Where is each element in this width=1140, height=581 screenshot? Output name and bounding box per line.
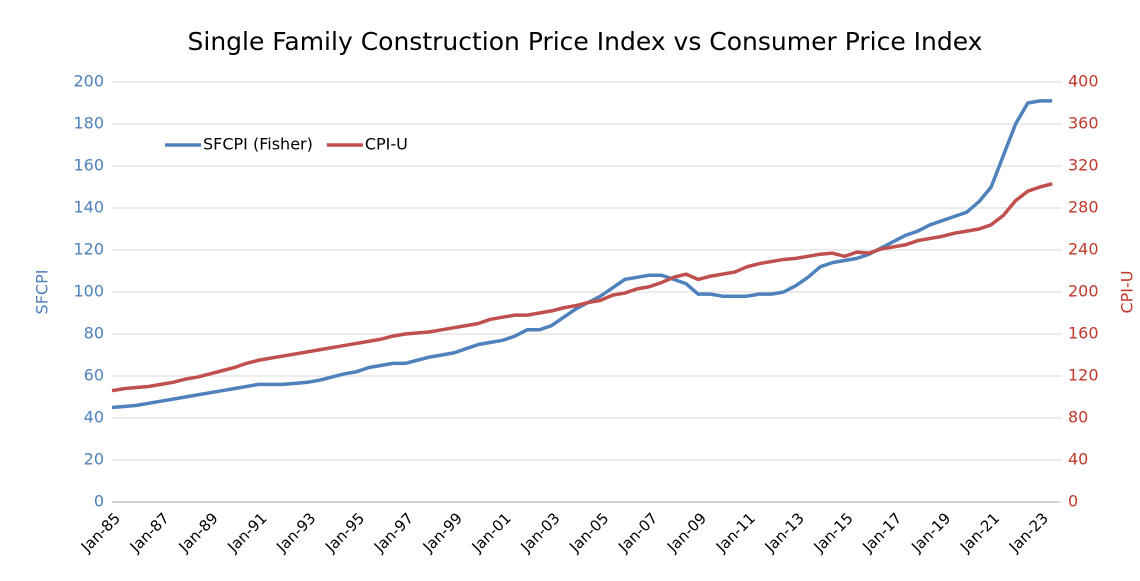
y2-tick-label: 160 bbox=[1068, 324, 1099, 343]
x-tick-label: Jan-93 bbox=[272, 509, 319, 556]
y-tick-label: 180 bbox=[73, 114, 104, 133]
x-tick-label: Jan-91 bbox=[223, 509, 270, 556]
y2-axis-label: CPI-U bbox=[1118, 270, 1137, 313]
y-tick-label: 0 bbox=[94, 492, 104, 511]
x-tick-label: Jan-21 bbox=[956, 509, 1003, 556]
y2-tick-label: 0 bbox=[1068, 492, 1078, 511]
chart-title: Single Family Construction Price Index v… bbox=[188, 27, 983, 56]
x-tick-label: Jan-17 bbox=[858, 509, 905, 556]
x-tick-label: Jan-99 bbox=[419, 509, 466, 556]
x-tick-label: Jan-19 bbox=[907, 509, 954, 556]
x-tick-label: Jan-85 bbox=[77, 509, 124, 556]
y2-tick-label: 280 bbox=[1068, 198, 1099, 217]
y-axis-label: SFCPI bbox=[33, 270, 52, 315]
x-tick-label: Jan-87 bbox=[126, 509, 173, 556]
y-tick-label: 120 bbox=[73, 240, 104, 259]
x-tick-label: Jan-15 bbox=[810, 509, 857, 556]
y-tick-label: 140 bbox=[73, 198, 104, 217]
legend-label: CPI-U bbox=[365, 135, 408, 154]
x-tick-label: Jan-11 bbox=[712, 509, 759, 556]
x-tick-label: Jan-05 bbox=[565, 509, 612, 556]
x-tick-label: Jan-03 bbox=[516, 509, 563, 556]
y2-tick-label: 120 bbox=[1068, 366, 1099, 385]
x-tick-label: Jan-09 bbox=[663, 509, 710, 556]
y-tick-label: 40 bbox=[84, 408, 104, 427]
legend-label: SFCPI (Fisher) bbox=[203, 135, 313, 154]
y-tick-label: 20 bbox=[84, 450, 104, 469]
y-tick-label: 80 bbox=[84, 324, 104, 343]
y-tick-label: 60 bbox=[84, 366, 104, 385]
y2-tick-label: 200 bbox=[1068, 282, 1099, 301]
y2-tick-label: 80 bbox=[1068, 408, 1088, 427]
x-tick-label: Jan-89 bbox=[175, 509, 222, 556]
y-tick-label: 160 bbox=[73, 156, 104, 175]
y2-tick-label: 400 bbox=[1068, 72, 1099, 91]
y2-tick-label: 40 bbox=[1068, 450, 1088, 469]
y-tick-label: 200 bbox=[73, 72, 104, 91]
y2-tick-label: 360 bbox=[1068, 114, 1099, 133]
series-line bbox=[111, 182, 1053, 393]
x-tick-label: Jan-95 bbox=[321, 509, 368, 556]
x-tick-label: Jan-07 bbox=[614, 509, 661, 556]
x-tick-label: Jan-01 bbox=[468, 509, 515, 556]
y2-tick-label: 240 bbox=[1068, 240, 1099, 259]
x-tick-label: Jan-23 bbox=[1005, 509, 1052, 556]
x-tick-label: Jan-97 bbox=[370, 509, 417, 556]
y-tick-label: 100 bbox=[73, 282, 104, 301]
x-tick-label: Jan-13 bbox=[761, 509, 808, 556]
y2-tick-label: 320 bbox=[1068, 156, 1099, 175]
